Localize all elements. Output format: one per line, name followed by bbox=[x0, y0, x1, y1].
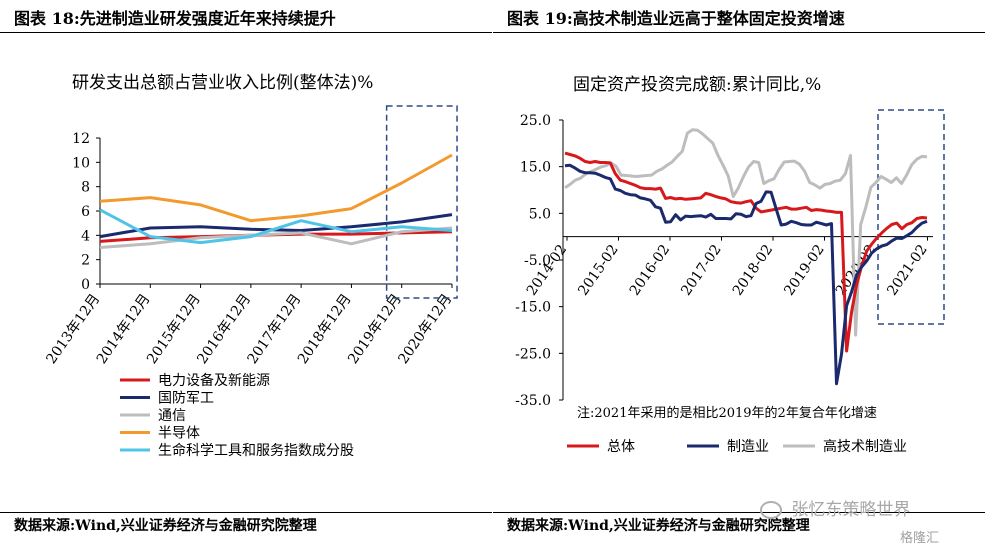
right-x-tick-label: 2019-02 bbox=[781, 242, 827, 299]
right-series-line bbox=[564, 128, 928, 337]
right-y-tick-label: -5.0 bbox=[524, 253, 551, 269]
left-legend-label: 生命科学工具和服务指数成分股 bbox=[158, 442, 354, 459]
right-x-tick-label: 2017-02 bbox=[678, 242, 724, 299]
watermark-logo: 格隆汇 bbox=[900, 531, 940, 546]
left-source-divider bbox=[0, 512, 492, 513]
left-legend-label: 电力设备及新能源 bbox=[158, 372, 270, 389]
left-figure-title: 图表 18:先进制造业研发强度近年来持续提升 bbox=[14, 9, 336, 28]
left-legend-label: 半导体 bbox=[158, 426, 200, 442]
right-x-tick-label: 2018-02 bbox=[730, 242, 776, 299]
right-y-tick-label: -35.0 bbox=[515, 393, 551, 409]
right-y-tick-label: 25.0 bbox=[520, 113, 551, 129]
right-legend-label: 高技术制造业 bbox=[823, 438, 907, 455]
right-legend-label: 总体 bbox=[607, 439, 635, 455]
left-series-line bbox=[99, 208, 453, 245]
right-x-tick-label: 2021-02 bbox=[884, 242, 930, 299]
right-y-tick-label: -15.0 bbox=[515, 300, 551, 316]
right-x-tick-label: 2016-02 bbox=[627, 242, 673, 299]
right-y-tick-label: 5.0 bbox=[529, 206, 551, 222]
right-series-line bbox=[564, 151, 928, 353]
right-highlight-box bbox=[877, 109, 945, 325]
right-legend-label: 制造业 bbox=[727, 439, 769, 455]
right-chart-title: 固定资产投资完成额:累计同比,% bbox=[573, 75, 821, 95]
left-x-tick-label: 2020年12月 bbox=[395, 291, 455, 367]
right-chart-note: 注:2021年采用的是相比2019年的2年复合年化增速 bbox=[577, 405, 877, 421]
left-title-bar: 图表 18:先进制造业研发强度近年来持续提升 bbox=[0, 0, 492, 33]
left-y-tick-label: 6 bbox=[81, 204, 90, 220]
right-y-tick-label: 15.0 bbox=[520, 160, 551, 176]
left-figure-panel: 图表 18:先进制造业研发强度近年来持续提升 研发支出总额占营业收入比例(整体法… bbox=[0, 0, 492, 552]
left-source-note: 数据来源:Wind,兴业证券经济与金融研究院整理 bbox=[14, 518, 317, 534]
left-highlight-box bbox=[385, 105, 458, 299]
right-source-divider bbox=[493, 512, 985, 513]
left-series-line bbox=[99, 226, 453, 249]
left-y-tick-label: 10 bbox=[72, 155, 90, 171]
right-series-line bbox=[564, 163, 928, 386]
wechat-icon bbox=[760, 501, 782, 519]
left-y-tick-label: 8 bbox=[81, 180, 90, 196]
right-chart: 固定资产投资完成额:累计同比,% 25.0 15.0 5.0 -5.0 -15.0 -25.… bbox=[515, 75, 945, 455]
left-legend-label: 通信 bbox=[158, 408, 186, 424]
left-y-tick-label: 2 bbox=[81, 253, 90, 269]
watermark-text: 张忆东策略世界 bbox=[791, 500, 911, 520]
right-y-tick-label: -25.0 bbox=[515, 346, 551, 362]
left-y-tick-label: 4 bbox=[81, 228, 90, 244]
right-title-bar: 图表 19:高技术制造业远高于整体固定投资增速 bbox=[493, 0, 985, 33]
right-x-tick-label: 2015-02 bbox=[575, 242, 621, 299]
left-series-line bbox=[99, 153, 453, 223]
right-source-note: 数据来源:Wind,兴业证券经济与金融研究院整理 bbox=[507, 518, 810, 534]
watermark: 张忆东策略世界 bbox=[760, 495, 910, 520]
left-chart: 研发支出总额占营业收入比例(整体法)%0246810122013年12月2014… bbox=[43, 73, 458, 459]
left-legend-label: 国防军工 bbox=[158, 391, 214, 407]
left-chart-title: 研发支出总额占营业收入比例(整体法)% bbox=[72, 73, 373, 93]
right-figure-panel: 图表 19:高技术制造业远高于整体固定投资增速 固定资产投资完成额:累计同比,%… bbox=[493, 0, 985, 552]
left-y-tick-label: 12 bbox=[72, 131, 90, 147]
left-y-tick-label: 0 bbox=[81, 277, 90, 293]
right-figure-title: 图表 19:高技术制造业远高于整体固定投资增速 bbox=[507, 9, 845, 28]
